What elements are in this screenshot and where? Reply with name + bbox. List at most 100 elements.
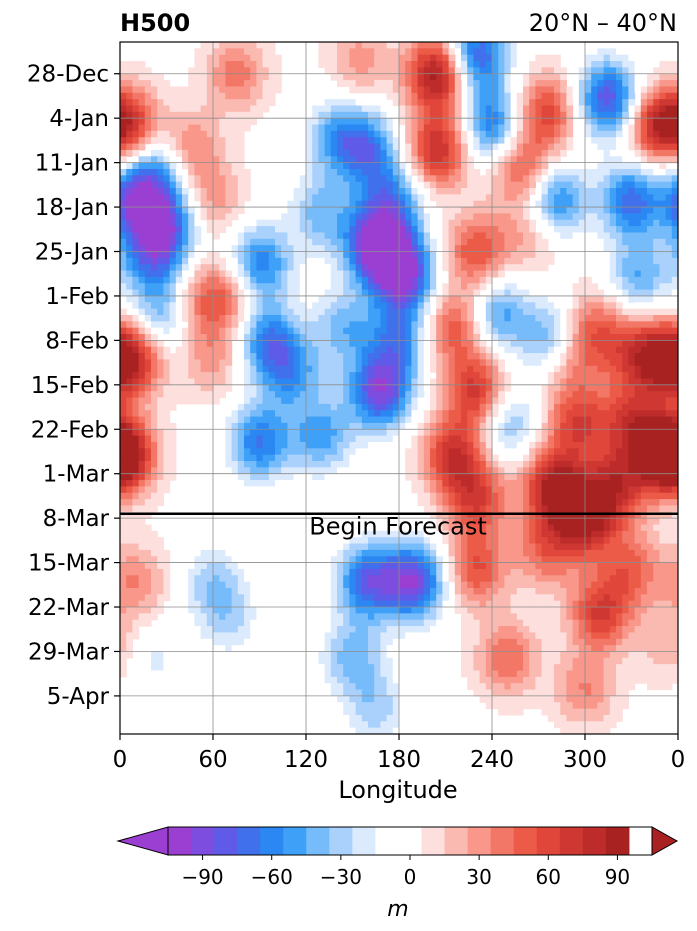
heatmap-cell	[541, 353, 549, 361]
heatmap-cell	[244, 264, 251, 272]
heatmap-cell	[349, 42, 357, 49]
heatmap-cell	[355, 219, 363, 227]
heatmap-cell	[585, 391, 592, 399]
heatmap-cell	[523, 422, 530, 430]
heatmap-cell	[318, 124, 326, 132]
heatmap-cell	[541, 213, 549, 221]
heatmap-cell	[312, 111, 319, 119]
heatmap-cell	[430, 175, 437, 183]
heatmap-cell	[380, 378, 388, 386]
heatmap-cell	[597, 42, 605, 49]
heatmap-cell	[213, 168, 220, 176]
heatmap-cell	[126, 353, 133, 361]
heatmap-cell	[306, 124, 313, 132]
heatmap-cell	[182, 340, 189, 348]
heatmap-cell	[219, 67, 226, 75]
heatmap-cell	[448, 289, 456, 297]
heatmap-cell	[151, 92, 158, 100]
heatmap-cell	[523, 327, 530, 335]
heatmap-cell	[330, 207, 338, 215]
heatmap-cell	[256, 219, 264, 227]
heatmap-cell	[262, 346, 270, 354]
heatmap-cell	[448, 321, 456, 329]
heatmap-cell	[417, 61, 425, 68]
heatmap-cell	[281, 321, 288, 329]
heatmap-cell	[510, 340, 518, 348]
heatmap-cell	[349, 188, 357, 195]
heatmap-cell	[510, 86, 518, 94]
heatmap-cell	[665, 86, 673, 94]
heatmap-cell	[510, 295, 518, 303]
heatmap-cell	[671, 99, 678, 107]
heatmap-cell	[411, 149, 419, 157]
heatmap-cell	[175, 213, 183, 221]
heatmap-cell	[430, 143, 437, 151]
heatmap-cell	[287, 181, 295, 189]
heatmap-cell	[392, 232, 400, 240]
heatmap-cell	[361, 86, 369, 94]
heatmap-cell	[554, 168, 561, 176]
heatmap-cell	[380, 251, 388, 259]
heatmap-cell	[510, 334, 518, 341]
heatmap-cell	[554, 302, 561, 310]
heatmap-cell	[361, 340, 369, 348]
heatmap-cell	[188, 384, 195, 392]
heatmap-cell	[516, 130, 524, 138]
heatmap-cell	[343, 194, 350, 202]
heatmap-cell	[436, 143, 443, 151]
heatmap-cell	[647, 283, 654, 291]
heatmap-cell	[157, 111, 164, 119]
heatmap-cell	[591, 73, 598, 81]
heatmap-cell	[609, 213, 617, 221]
heatmap-cell	[603, 422, 611, 430]
heatmap-cell	[603, 118, 611, 126]
heatmap-cell	[436, 353, 443, 361]
heatmap-cell	[299, 334, 307, 341]
heatmap-cell	[399, 200, 406, 208]
heatmap-cell	[529, 289, 536, 297]
heatmap-cell	[616, 213, 623, 221]
heatmap-cell	[138, 156, 146, 164]
heatmap-cell	[547, 168, 555, 176]
heatmap-cell	[442, 226, 450, 234]
heatmap-cell	[306, 283, 313, 291]
heatmap-cell	[281, 283, 288, 291]
heatmap-cell	[262, 67, 270, 75]
heatmap-cell	[175, 124, 183, 132]
heatmap-cell	[225, 207, 233, 215]
heatmap-cell	[461, 283, 468, 291]
heatmap-cell	[355, 416, 363, 424]
heatmap-cell	[616, 245, 623, 253]
heatmap-cell	[250, 334, 257, 341]
heatmap-cell	[256, 257, 264, 265]
heatmap-cell	[510, 302, 518, 310]
heatmap-cell	[454, 302, 462, 310]
heatmap-cell	[175, 264, 183, 272]
heatmap-cell	[157, 92, 164, 100]
heatmap-cell	[461, 238, 468, 246]
heatmap-cell	[126, 105, 133, 113]
heatmap-cell	[219, 219, 226, 227]
heatmap-cell	[547, 359, 555, 367]
heatmap-cell	[640, 422, 648, 430]
heatmap-cell	[175, 321, 183, 329]
heatmap-cell	[330, 422, 338, 430]
heatmap-cell	[510, 257, 518, 265]
heatmap-cell	[250, 429, 257, 437]
heatmap-cell	[306, 391, 313, 399]
heatmap-cell	[399, 270, 406, 278]
heatmap-cell	[268, 359, 276, 367]
heatmap-cell	[640, 245, 648, 253]
heatmap-cell	[157, 295, 164, 303]
heatmap-cell	[200, 334, 208, 341]
heatmap-cell	[237, 346, 245, 354]
heatmap-cell	[467, 188, 474, 195]
heatmap-cell	[318, 156, 326, 164]
heatmap-cell	[392, 42, 400, 49]
heatmap-cell	[169, 226, 177, 234]
heatmap-cell	[516, 175, 524, 183]
heatmap-cell	[436, 61, 443, 68]
heatmap-cell	[640, 149, 648, 157]
heatmap-cell	[473, 213, 481, 221]
heatmap-cell	[603, 245, 611, 253]
